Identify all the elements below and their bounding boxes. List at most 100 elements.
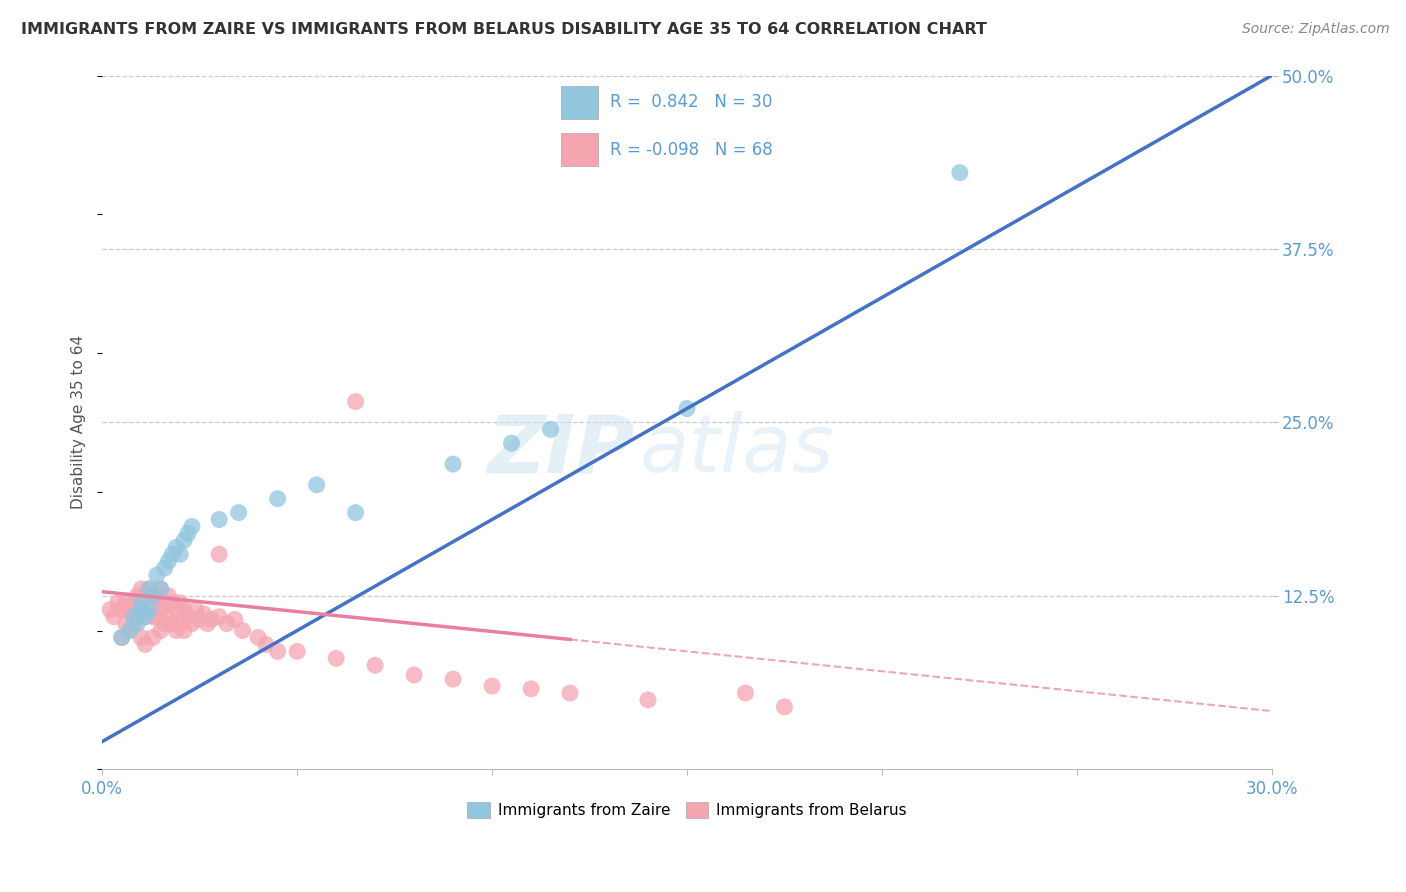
Point — [177, 609, 200, 624]
Point — [165, 603, 187, 617]
Point — [114, 596, 136, 610]
Point — [153, 596, 176, 610]
Point — [215, 616, 238, 631]
Point — [180, 519, 202, 533]
Point — [153, 616, 176, 631]
Legend: Immigrants from Zaire, Immigrants from Belarus: Immigrants from Zaire, Immigrants from B… — [461, 796, 912, 824]
Point — [129, 603, 152, 617]
Point — [142, 589, 165, 603]
Point — [949, 166, 972, 180]
Point — [127, 609, 149, 624]
Point — [501, 436, 523, 450]
Point — [254, 637, 277, 651]
Point — [138, 582, 160, 596]
Point — [122, 596, 145, 610]
Point — [266, 491, 288, 506]
Point — [177, 526, 200, 541]
Point — [266, 644, 288, 658]
Point — [138, 603, 160, 617]
Point — [127, 589, 149, 603]
Point — [305, 478, 328, 492]
Point — [540, 422, 562, 436]
Point — [118, 624, 141, 638]
Point — [325, 651, 347, 665]
Text: R = -0.098   N = 68: R = -0.098 N = 68 — [610, 141, 773, 159]
Point — [107, 596, 129, 610]
Point — [153, 561, 176, 575]
Point — [134, 609, 156, 624]
Point — [228, 506, 250, 520]
Point — [404, 668, 426, 682]
Point — [157, 554, 180, 568]
Point — [138, 603, 160, 617]
Point — [98, 603, 121, 617]
Point — [208, 512, 231, 526]
Point — [162, 547, 184, 561]
Point — [173, 533, 195, 548]
Y-axis label: Disability Age 35 to 64: Disability Age 35 to 64 — [72, 335, 86, 509]
Point — [118, 624, 141, 638]
Point — [169, 547, 191, 561]
Point — [157, 589, 180, 603]
Point — [118, 603, 141, 617]
Point — [129, 631, 152, 645]
Point — [142, 631, 165, 645]
Point — [111, 631, 134, 645]
Point — [364, 658, 387, 673]
Point — [558, 686, 581, 700]
Point — [734, 686, 756, 700]
Point — [157, 609, 180, 624]
Text: IMMIGRANTS FROM ZAIRE VS IMMIGRANTS FROM BELARUS DISABILITY AGE 35 TO 64 CORRELA: IMMIGRANTS FROM ZAIRE VS IMMIGRANTS FROM… — [21, 22, 987, 37]
Point — [173, 624, 195, 638]
Point — [146, 609, 169, 624]
Point — [676, 401, 699, 416]
Point — [637, 693, 659, 707]
Point — [520, 681, 543, 696]
FancyBboxPatch shape — [561, 87, 598, 119]
Point — [193, 607, 215, 621]
Point — [129, 603, 152, 617]
Point — [138, 582, 160, 596]
Point — [149, 582, 172, 596]
Point — [169, 596, 191, 610]
Point — [188, 612, 211, 626]
Point — [208, 609, 231, 624]
Point — [200, 612, 222, 626]
Point — [162, 616, 184, 631]
Point — [773, 699, 796, 714]
Point — [146, 589, 169, 603]
Point — [224, 612, 246, 626]
Point — [247, 631, 270, 645]
Point — [165, 624, 187, 638]
Point — [127, 616, 149, 631]
Point — [441, 457, 464, 471]
Point — [142, 589, 165, 603]
Point — [184, 603, 207, 617]
Point — [173, 603, 195, 617]
Point — [197, 616, 219, 631]
Text: Source: ZipAtlas.com: Source: ZipAtlas.com — [1241, 22, 1389, 37]
Point — [481, 679, 503, 693]
Point — [344, 394, 367, 409]
Point — [441, 672, 464, 686]
Point — [122, 616, 145, 631]
Point — [169, 616, 191, 631]
Point — [165, 541, 187, 555]
Point — [122, 609, 145, 624]
Point — [134, 609, 156, 624]
Point — [180, 616, 202, 631]
Text: R =  0.842   N = 30: R = 0.842 N = 30 — [610, 93, 772, 111]
FancyBboxPatch shape — [561, 133, 598, 166]
Point — [129, 596, 152, 610]
Point — [129, 582, 152, 596]
Point — [344, 506, 367, 520]
Point — [149, 582, 172, 596]
Point — [114, 616, 136, 631]
Point — [149, 603, 172, 617]
Point — [232, 624, 254, 638]
Text: atlas: atlas — [640, 411, 835, 489]
Point — [162, 596, 184, 610]
Point — [208, 547, 231, 561]
Point — [111, 631, 134, 645]
Point — [103, 609, 125, 624]
